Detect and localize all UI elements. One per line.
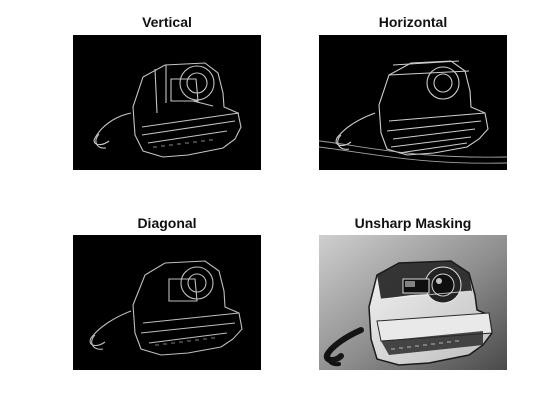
diagonal-edge-image bbox=[73, 235, 261, 370]
panel-title-horizontal: Horizontal bbox=[378, 14, 448, 30]
horizontal-edge-image bbox=[319, 35, 507, 170]
horizontal-edge-svg bbox=[319, 35, 507, 170]
vertical-edge-image bbox=[73, 35, 261, 170]
panel-title-unsharp-masking: Unsharp Masking bbox=[354, 215, 472, 231]
vertical-edge-svg bbox=[73, 35, 261, 170]
panel-title-diagonal: Diagonal bbox=[137, 215, 197, 231]
unsharp-masking-image bbox=[319, 235, 507, 370]
unsharp-masking-svg bbox=[319, 235, 507, 370]
panel-title-vertical: Vertical bbox=[142, 14, 192, 30]
diagonal-edge-svg bbox=[73, 235, 261, 370]
